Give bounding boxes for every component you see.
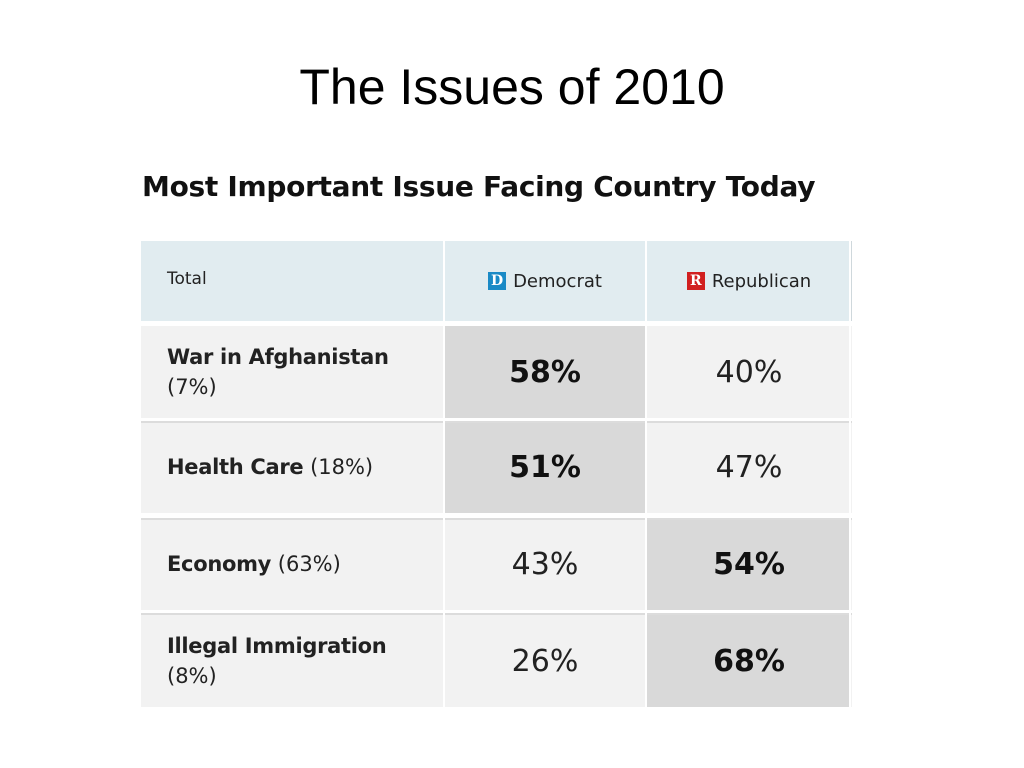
issue-cell: Health Care (18%) — [167, 421, 439, 513]
issue-share: (8%) — [167, 664, 217, 688]
democrat-badge-icon: D — [488, 272, 507, 290]
issue-name: Illegal Immigration — [167, 633, 387, 658]
row-divider — [141, 421, 852, 423]
republican-value: 68% — [647, 615, 851, 707]
issue-share: (63%) — [277, 551, 341, 576]
issue-name: War in Afghanistan — [167, 344, 389, 369]
issue-name: Health Care — [167, 454, 304, 479]
row-divider — [141, 613, 852, 615]
header-total: Total — [167, 269, 207, 289]
table-row: War in Afghanistan (7%) 58% 40% — [141, 326, 852, 418]
republican-value: 54% — [647, 518, 851, 610]
table-row: Illegal Immigration (8%) 26% 68% — [141, 615, 852, 707]
republican-value: 47% — [715, 449, 783, 485]
democrat-value: 26% — [511, 643, 579, 679]
table-heading: Most Important Issue Facing Country Toda… — [142, 170, 816, 203]
column-divider — [645, 241, 647, 709]
table-row: Economy (63%) 43% 54% — [141, 518, 852, 610]
issue-cell: Economy (63%) — [167, 518, 439, 610]
header-democrat: D Democrat — [445, 241, 645, 321]
column-divider — [849, 241, 851, 709]
table-row: Health Care (18%) 51% 47% — [141, 421, 852, 513]
table-edge — [851, 241, 852, 321]
header-republican-label: Republican — [711, 270, 812, 292]
republican-value: 40% — [715, 354, 783, 390]
issue-share: (7%) — [167, 375, 217, 399]
democrat-value: 43% — [511, 546, 579, 582]
issue-name: Economy — [167, 551, 272, 576]
republican-badge-icon: R — [686, 272, 705, 290]
democrat-value: 58% — [445, 326, 645, 418]
slide-title: The Issues of 2010 — [299, 59, 725, 115]
issue-cell: War in Afghanistan (7%) — [167, 326, 439, 418]
header-republican: R Republican — [647, 241, 851, 321]
header-separator — [141, 321, 852, 326]
table-header-row: Total D Democrat R Republican — [141, 241, 852, 321]
issue-cell: Illegal Immigration (8%) — [167, 615, 439, 707]
issue-share: (18%) — [310, 454, 374, 479]
democrat-value: 51% — [445, 421, 645, 513]
poll-table: Total D Democrat R Republican War in Afg… — [141, 241, 852, 709]
column-divider — [443, 241, 445, 709]
header-democrat-label: Democrat — [513, 270, 602, 292]
row-divider — [141, 518, 852, 520]
